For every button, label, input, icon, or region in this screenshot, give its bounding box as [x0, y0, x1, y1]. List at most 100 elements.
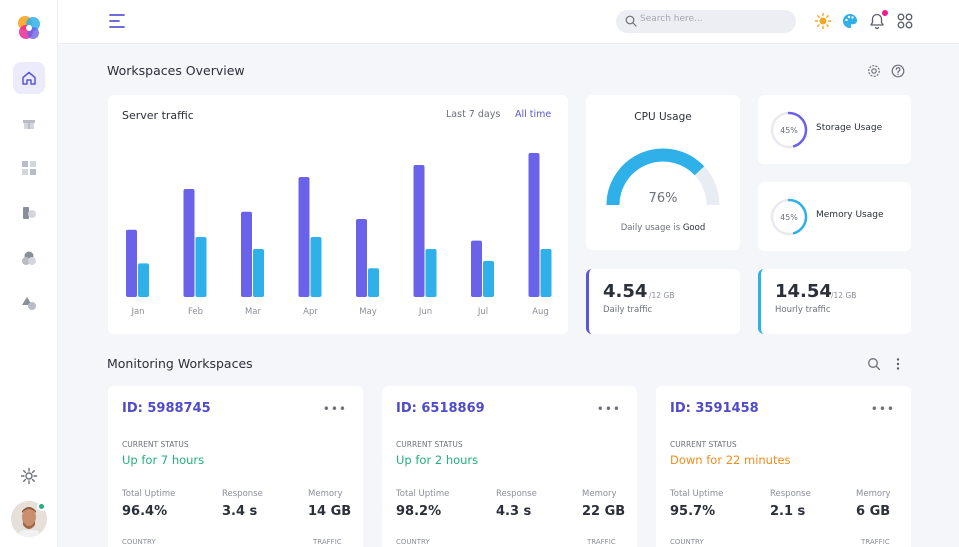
- uptime-value: 96.4%: [122, 504, 168, 519]
- x-tick-label: Apr: [303, 307, 318, 317]
- memory-ring-fill: [770, 198, 808, 236]
- app-logo[interactable]: [14, 13, 44, 43]
- help-icon[interactable]: [891, 64, 905, 78]
- uptime-label: Total Uptime: [670, 489, 724, 499]
- bar-jan-series-2: [138, 263, 149, 297]
- status-label: CURRENT STATUS: [122, 440, 189, 449]
- response-label: Response: [770, 489, 811, 499]
- grid-icon: [22, 161, 36, 175]
- circles-icon: [22, 251, 36, 265]
- uptime-value: 98.2%: [396, 504, 442, 519]
- response-value: 2.1 s: [770, 504, 806, 519]
- bar-jan-series-1: [126, 229, 137, 297]
- tab-last-7-days[interactable]: Last 7 days: [446, 109, 501, 120]
- storage-label: Storage Usage: [816, 123, 883, 133]
- bar-jun-series-2: [425, 249, 437, 297]
- traffic-label: TRAFFIC: [861, 538, 890, 546]
- traffic-label: TRAFFIC: [313, 538, 342, 546]
- cpu-gauge-fill: [606, 148, 705, 206]
- x-tick-label: Jul: [477, 307, 489, 317]
- bell-icon[interactable]: [868, 12, 886, 30]
- workspace-id[interactable]: ID: 3591458: [670, 401, 759, 416]
- palette-icon[interactable]: [841, 12, 859, 30]
- bar-may-series-2: [368, 268, 379, 297]
- uptime-label: Total Uptime: [396, 489, 450, 499]
- x-tick-label: Aug: [532, 307, 549, 317]
- memory-value: 14 GB: [308, 504, 352, 519]
- uptime-label: Total Uptime: [122, 489, 176, 499]
- apps-icon[interactable]: [896, 12, 914, 30]
- bar-jun-series-1: [413, 165, 425, 297]
- workspace-card[interactable]: ID: 3591458 ••• CURRENT STATUS Down for …: [656, 386, 911, 547]
- more-icon[interactable]: •••: [322, 402, 347, 416]
- uptime-value: 95.7%: [670, 504, 716, 519]
- workspace-id[interactable]: ID: 6518869: [396, 401, 485, 416]
- search-icon[interactable]: [625, 15, 637, 27]
- x-tick-label: Jun: [418, 307, 433, 317]
- bar-feb-series-1: [183, 189, 195, 297]
- sidebar-item-gifts[interactable]: [13, 107, 45, 139]
- bar-aug-series-1: [528, 153, 540, 297]
- bar-apr-series-1: [298, 177, 310, 297]
- status-text: Up for 2 hours: [396, 453, 479, 467]
- search-icon[interactable]: [867, 357, 881, 371]
- sidebar-item-teams[interactable]: [13, 242, 45, 274]
- tab-all-time[interactable]: All time: [515, 109, 552, 120]
- workspace-id[interactable]: ID: 5988745: [122, 401, 211, 416]
- memory-ring: [770, 198, 808, 236]
- server-traffic-title: Server traffic: [122, 109, 194, 122]
- workspace-card[interactable]: ID: 6518869 ••• CURRENT STATUS Up for 2 …: [382, 386, 637, 547]
- menu-icon[interactable]: [108, 13, 126, 29]
- server-traffic-card: Server traffic Last 7 days All time Jan F…: [108, 95, 568, 334]
- cpu-value: 76%: [648, 191, 678, 206]
- traffic-label: TRAFFIC: [587, 538, 616, 546]
- online-status-dot: [37, 502, 46, 511]
- status-text: Up for 7 hours: [122, 453, 205, 467]
- x-tick-label: Jan: [131, 307, 145, 317]
- cpu-gauge: [606, 148, 720, 206]
- cpu-note-prefix: Daily usage is: [620, 223, 681, 233]
- search-input[interactable]: [640, 14, 780, 24]
- status-text: Down for 22 minutes: [670, 453, 791, 467]
- sidebar-item-shapes[interactable]: [13, 287, 45, 319]
- page-title: Workspaces Overview: [107, 63, 245, 78]
- more-icon[interactable]: •••: [870, 402, 895, 416]
- storage-ring: [770, 111, 808, 149]
- response-value: 4.3 s: [496, 504, 532, 519]
- x-tick-label: May: [359, 307, 377, 317]
- memory-label: Memory: [582, 489, 617, 499]
- memory-label: Memory: [856, 489, 891, 499]
- memory-value: 22 GB: [582, 504, 626, 519]
- workspace-card[interactable]: ID: 5988745 ••• CURRENT STATUS Up for 7 …: [108, 386, 363, 547]
- bar-apr-series-2: [310, 237, 322, 297]
- traffic-bar-chart: [126, 153, 552, 297]
- search-box: [616, 10, 796, 33]
- hourly-traffic-unit: /12 GB: [831, 291, 857, 300]
- bar-jul-series-1: [471, 240, 482, 297]
- sun-icon[interactable]: [814, 12, 832, 30]
- monitoring-title: Monitoring Workspaces: [107, 356, 253, 371]
- sidebar-item-dashboard[interactable]: [13, 152, 45, 184]
- more-vertical-icon[interactable]: [891, 357, 905, 371]
- sidebar-item-home[interactable]: [13, 62, 45, 94]
- bar-feb-series-2: [195, 237, 207, 297]
- bar-mar-series-1: [241, 211, 252, 297]
- hourly-traffic-value: 14.54: [775, 281, 832, 302]
- hourly-traffic-label: Hourly traffic: [775, 305, 831, 315]
- status-label: CURRENT STATUS: [396, 440, 463, 449]
- cpu-note: Daily usage is Good: [586, 223, 740, 233]
- gear-icon[interactable]: [867, 64, 881, 78]
- bar-mar-series-2: [253, 249, 264, 297]
- memory-label: Memory: [308, 489, 343, 499]
- x-tick-label: Feb: [187, 307, 204, 317]
- settings-icon[interactable]: [19, 466, 39, 486]
- memory-usage-card: 45% Memory Usage: [758, 182, 911, 251]
- home-icon: [22, 71, 36, 85]
- files-icon: [23, 207, 36, 219]
- daily-traffic-card: 4.54 /12 GB Daily traffic: [586, 269, 740, 334]
- storage-percent: 45%: [780, 125, 798, 135]
- more-icon[interactable]: •••: [596, 402, 621, 416]
- country-label: COUNTRY: [122, 538, 156, 546]
- memory-percent: 45%: [780, 212, 798, 222]
- sidebar-item-files[interactable]: [13, 197, 45, 229]
